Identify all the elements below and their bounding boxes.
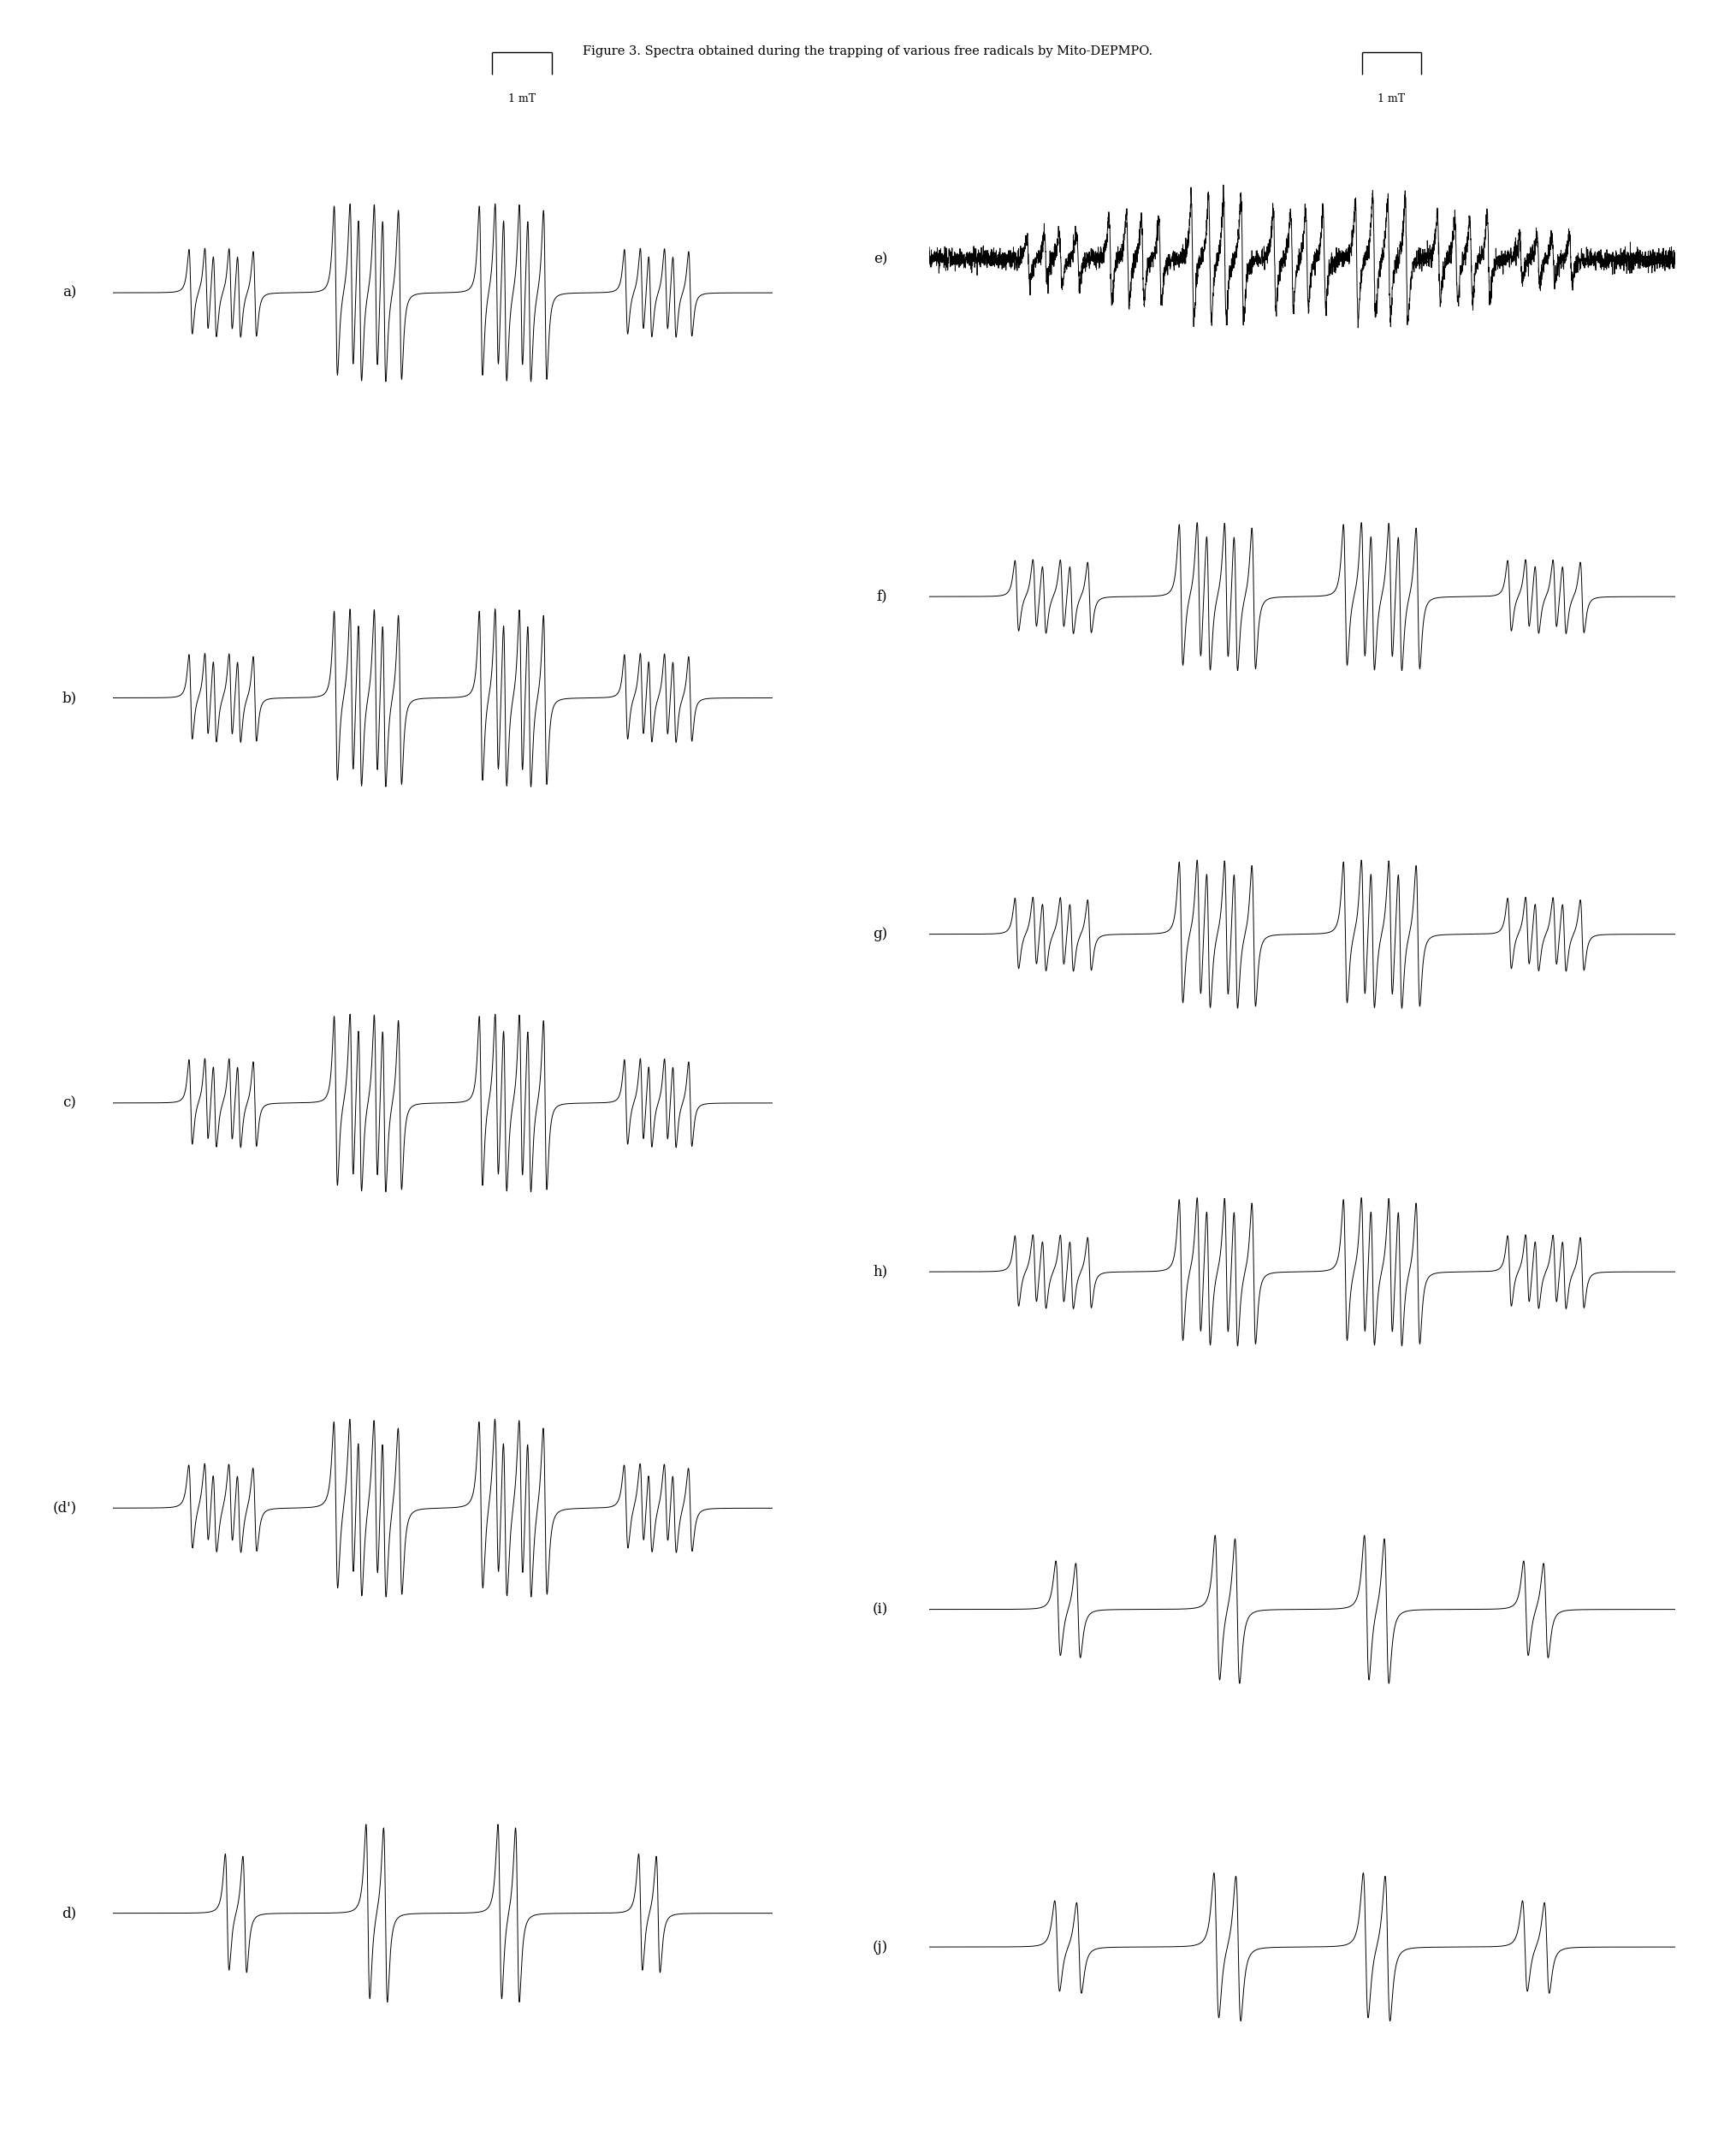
Text: d): d)	[62, 1905, 76, 1920]
Text: Figure 3. Spectra obtained during the trapping of various free radicals by Mito-: Figure 3. Spectra obtained during the tr…	[583, 45, 1153, 58]
Text: (i): (i)	[871, 1602, 887, 1617]
Text: (d'): (d')	[52, 1501, 76, 1514]
Text: 1 mT: 1 mT	[1378, 92, 1406, 105]
Text: f): f)	[877, 589, 887, 604]
Text: a): a)	[62, 286, 76, 301]
Text: c): c)	[62, 1095, 76, 1111]
Text: e): e)	[873, 251, 887, 266]
Text: h): h)	[873, 1265, 887, 1278]
Text: g): g)	[873, 928, 887, 941]
Text: b): b)	[62, 692, 76, 705]
Text: 1 mT: 1 mT	[509, 92, 536, 105]
Text: (j): (j)	[871, 1940, 887, 1955]
